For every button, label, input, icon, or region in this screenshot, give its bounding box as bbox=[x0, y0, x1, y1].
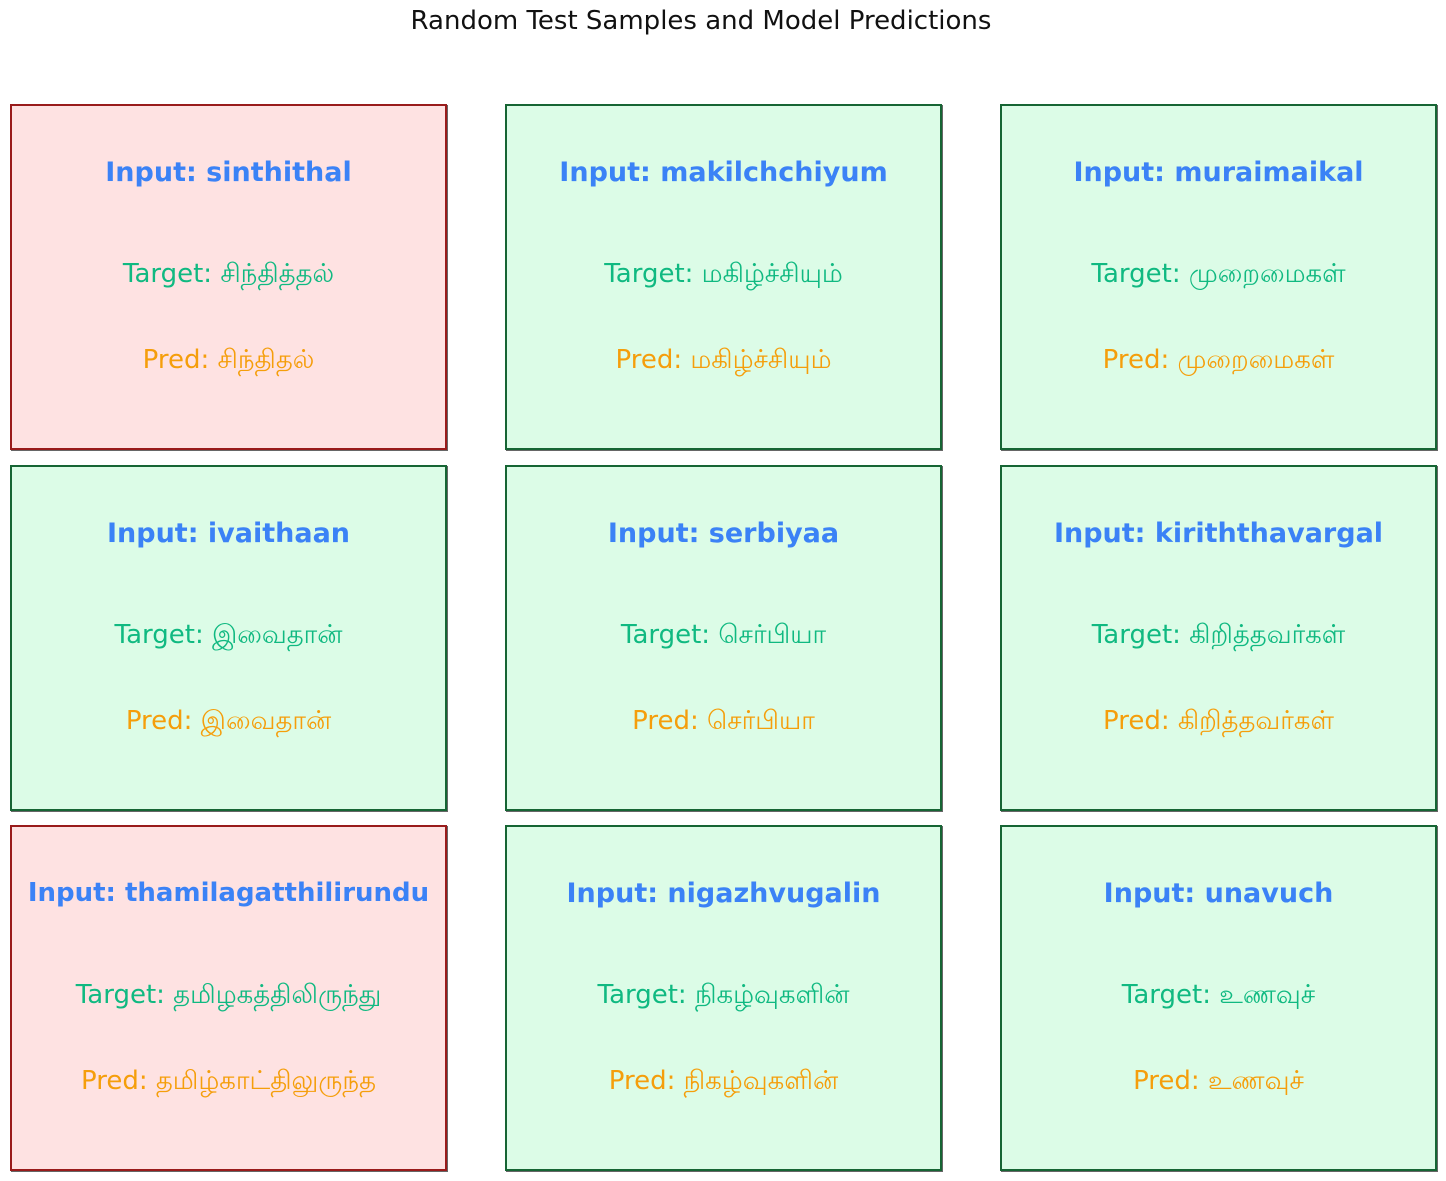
sample-pred-label: Pred: செர்பியா bbox=[632, 706, 815, 736]
sample-target-label: Target: இவைதான் bbox=[114, 620, 343, 650]
sample-pred-label: Pred: இவைதான் bbox=[125, 706, 332, 736]
sample-input-label: Input: sinthithal bbox=[105, 157, 352, 188]
sample-card: Input: serbiyaa Target: செர்பியா Pred: செர… bbox=[505, 465, 942, 811]
sample-input-label: Input: kiriththavargal bbox=[1053, 518, 1384, 549]
sample-pred-label: Pred: சிந்திதல் bbox=[142, 345, 315, 375]
sample-target-label: Target: கிறித்தவர்கள் bbox=[1091, 620, 1346, 650]
sample-card: Input: makilchchiyum Target: மகிழ்ச்சியும… bbox=[505, 104, 942, 450]
sample-pred-label: Pred: மகிழ்ச்சியும் bbox=[615, 345, 832, 375]
sample-card: Input: sinthithal Target: சிந்தித்தல் Pred… bbox=[10, 104, 447, 450]
sample-target-label: Target: மகிழ்ச்சியும் bbox=[604, 259, 843, 289]
sample-pred-label: Pred: கிறித்தவர்கள் bbox=[1103, 706, 1334, 736]
sample-target-label: Target: உணவுச் bbox=[1121, 980, 1316, 1010]
sample-input-label: Input: makilchchiyum bbox=[559, 157, 888, 188]
sample-pred-label: Pred: முறைமைகள் bbox=[1102, 345, 1335, 375]
sample-input-label: Input: serbiyaa bbox=[607, 518, 840, 549]
sample-target-label: Target: முறைமைகள் bbox=[1091, 259, 1346, 289]
sample-input-label: Input: nigazhvugalin bbox=[566, 878, 881, 909]
sample-input-label: Input: unavuch bbox=[1103, 878, 1334, 909]
chart-title: Random Test Samples and Model Prediction… bbox=[410, 6, 992, 36]
sample-card: Input: thamilagatthilirundu Target: தமிழக… bbox=[10, 825, 447, 1171]
sample-pred-label: Pred: உணவுச் bbox=[1133, 1066, 1304, 1096]
sample-pred-label: Pred: நிகழ்வுகளின் bbox=[608, 1066, 839, 1096]
sample-target-label: Target: தமிழகத்திலிருந்து bbox=[75, 980, 382, 1010]
sample-target-label: Target: செர்பியா bbox=[620, 620, 827, 650]
sample-card: Input: kiriththavargal Target: கிறித்தவர்… bbox=[1000, 465, 1437, 811]
sample-card: Input: unavuch Target: உணவுச் Pred: உணவுச் bbox=[1000, 825, 1437, 1171]
sample-input-label: Input: thamilagatthilirundu bbox=[27, 878, 430, 908]
sample-target-label: Target: நிகழ்வுகளின் bbox=[597, 980, 850, 1010]
sample-input-label: Input: ivaithaan bbox=[106, 518, 351, 549]
sample-pred-label: Pred: தமிழ்காட்திலுருந்த bbox=[80, 1066, 377, 1096]
sample-card: Input: ivaithaan Target: இவைதான் Pred: இவை… bbox=[10, 465, 447, 811]
sample-card: Input: muraimaikal Target: முறைமைகள் Pred:… bbox=[1000, 104, 1437, 450]
sample-input-label: Input: muraimaikal bbox=[1073, 157, 1364, 188]
sample-target-label: Target: சிந்தித்தல் bbox=[122, 259, 335, 289]
sample-card: Input: nigazhvugalin Target: நிகழ்வுகளின்… bbox=[505, 825, 942, 1171]
